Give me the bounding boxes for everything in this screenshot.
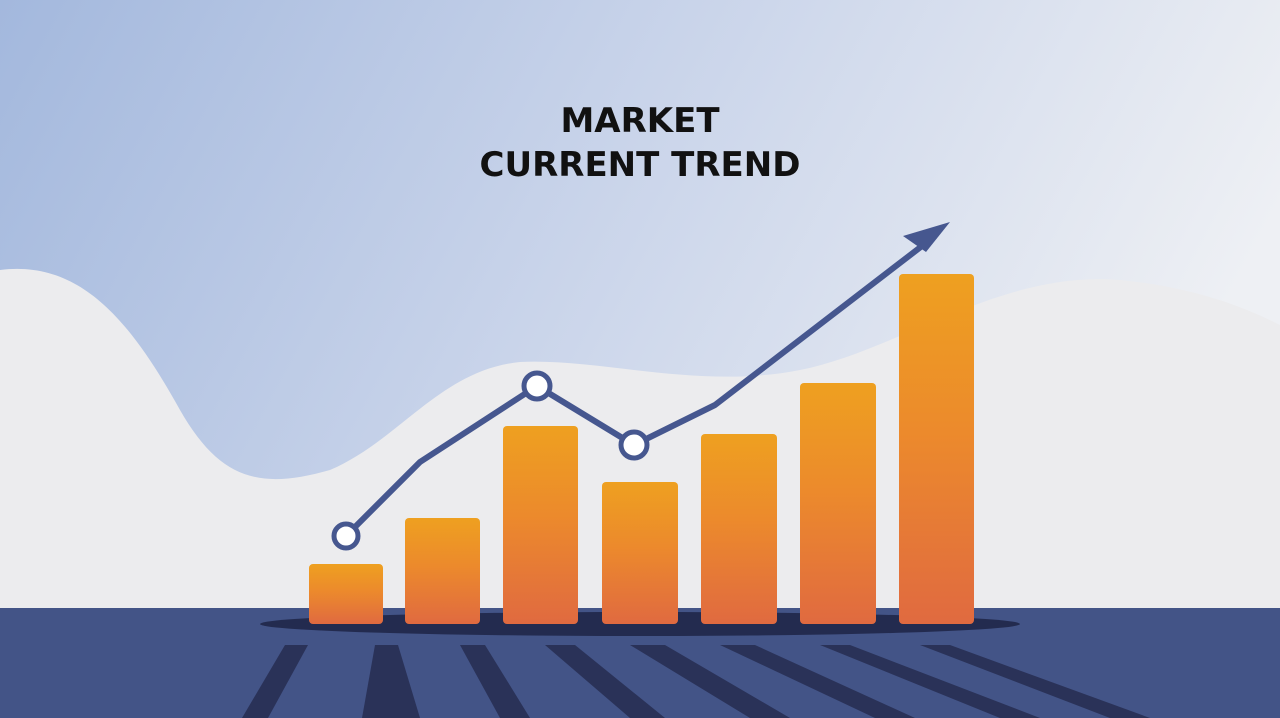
trend-point bbox=[331, 521, 361, 551]
floor-stripes bbox=[242, 645, 1150, 718]
trend-point bbox=[521, 370, 553, 402]
stripe bbox=[820, 645, 1040, 718]
stripe bbox=[920, 645, 1150, 718]
stripe bbox=[362, 645, 420, 718]
bar bbox=[602, 482, 678, 624]
bar bbox=[503, 426, 578, 624]
stripe bbox=[630, 645, 790, 718]
bar bbox=[701, 434, 777, 624]
stripe bbox=[720, 645, 915, 718]
stripe bbox=[460, 645, 530, 718]
bar bbox=[309, 564, 383, 624]
bar bbox=[899, 274, 974, 624]
arrow-head bbox=[903, 222, 950, 252]
title-line: CURRENT TREND bbox=[480, 145, 801, 185]
trend-line bbox=[343, 233, 937, 539]
bars bbox=[309, 274, 974, 624]
trend-point bbox=[618, 429, 650, 461]
stripe bbox=[545, 645, 665, 718]
title-line: MARKET bbox=[560, 101, 720, 141]
bar bbox=[405, 518, 480, 624]
bar bbox=[800, 383, 876, 624]
stripe bbox=[242, 645, 308, 718]
